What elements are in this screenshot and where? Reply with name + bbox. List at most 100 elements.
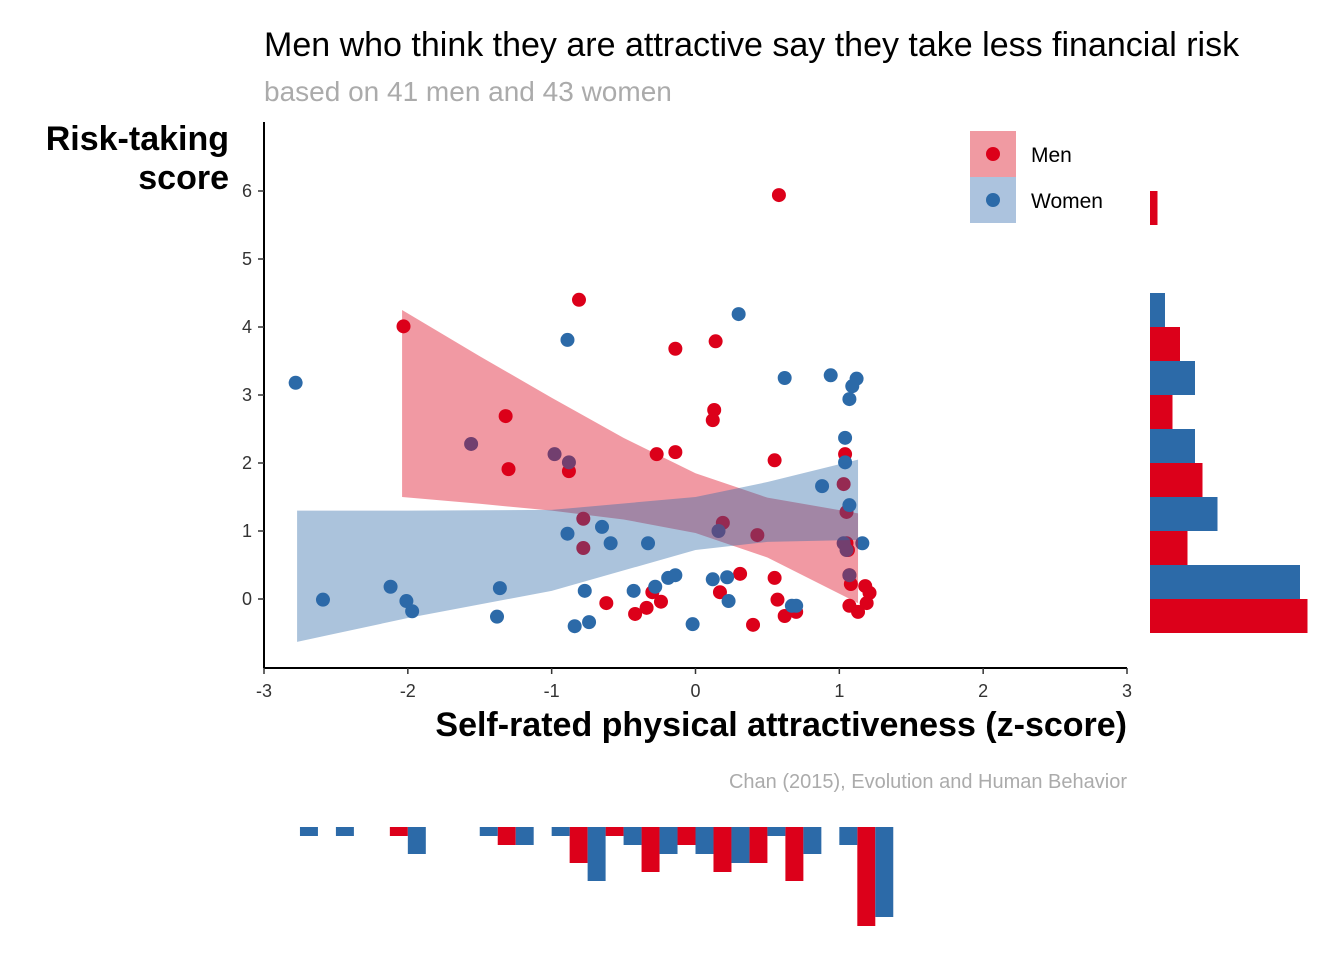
point-women <box>492 581 507 596</box>
x-hist-bar-women <box>695 827 714 854</box>
point-men <box>859 596 874 611</box>
point-men <box>639 600 654 615</box>
point-women <box>560 526 575 541</box>
chart-title: Men who think they are attractive say th… <box>264 26 1240 64</box>
point-women <box>383 579 398 594</box>
point-women <box>685 617 700 632</box>
point-women <box>603 536 618 551</box>
point-women <box>842 392 857 407</box>
x-hist-bar-women <box>659 827 678 854</box>
legend-dot-women <box>986 193 1000 207</box>
point-men <box>501 462 516 477</box>
point-men <box>576 511 591 526</box>
point-women <box>490 609 505 624</box>
point-women <box>789 598 804 613</box>
point-women <box>577 583 592 598</box>
point-women <box>560 332 575 347</box>
x-hist-bar-women <box>479 827 498 836</box>
point-men <box>851 604 866 619</box>
point-men <box>628 606 643 621</box>
fit-band-men <box>402 310 859 604</box>
x-hist-bar-women <box>803 827 822 854</box>
point-women <box>842 498 857 513</box>
y-hist-bar-women <box>1150 361 1195 395</box>
x-tick-label: -3 <box>256 681 272 701</box>
point-women <box>464 436 479 451</box>
point-women <box>823 368 838 383</box>
x-hist-bar-women <box>587 827 606 881</box>
x-hist-bar-men <box>605 827 624 836</box>
point-men <box>707 402 722 417</box>
point-women <box>648 579 663 594</box>
y-hist-bar-women <box>1150 429 1195 463</box>
point-women <box>815 479 830 494</box>
y-axis-label-line2: score <box>138 159 229 197</box>
x-marginal-histogram <box>299 827 894 926</box>
point-women <box>849 371 864 386</box>
y-tick-label: 0 <box>242 589 252 609</box>
point-men <box>668 445 683 460</box>
point-men <box>712 585 727 600</box>
point-men <box>576 541 591 555</box>
point-women <box>315 592 330 607</box>
y-axis-label-line1: Risk-taking <box>46 120 229 158</box>
point-women <box>288 375 303 390</box>
point-women <box>777 371 792 385</box>
x-hist-bar-men <box>497 827 516 845</box>
point-women <box>547 447 562 462</box>
legend-dot-men <box>986 147 1000 161</box>
point-men <box>770 592 785 607</box>
point-men <box>571 292 586 307</box>
point-women <box>838 430 853 445</box>
point-men <box>733 566 748 581</box>
x-hist-bar-women <box>299 827 318 836</box>
x-hist-bar-men <box>713 827 732 872</box>
ticks: -3 -2 -1 0 1 2 3 0 1 2 3 4 5 6 <box>242 181 1132 701</box>
chart-subtitle: based on 41 men and 43 women <box>264 76 672 107</box>
point-women <box>839 543 854 558</box>
scatter-points <box>288 188 877 634</box>
x-tick-label: -2 <box>400 681 416 701</box>
point-men <box>653 594 668 609</box>
fit-bands <box>297 310 859 642</box>
x-hist-bar-women <box>335 827 354 836</box>
legend-label-women: Women <box>1031 190 1103 213</box>
y-hist-bar-men <box>1150 599 1308 633</box>
point-women <box>626 583 641 598</box>
caption: Chan (2015), Evolution and Human Behavio… <box>729 771 1127 793</box>
x-tick-label: 3 <box>1122 681 1132 701</box>
point-men <box>649 447 664 462</box>
point-men <box>767 453 782 468</box>
x-tick-label: 1 <box>834 681 844 701</box>
point-women <box>731 307 746 322</box>
point-women <box>641 536 656 551</box>
y-hist-bar-men <box>1150 191 1158 225</box>
y-tick-label: 2 <box>242 453 252 473</box>
y-hist-bar-women <box>1150 497 1218 531</box>
point-men <box>396 319 411 334</box>
point-men <box>767 570 782 585</box>
point-men <box>836 477 851 492</box>
x-hist-bar-women <box>731 827 750 863</box>
y-tick-label: 4 <box>242 317 252 337</box>
y-hist-bar-men <box>1150 327 1180 361</box>
x-hist-bar-women <box>875 827 894 917</box>
x-hist-bar-men <box>749 827 768 863</box>
y-tick-label: 1 <box>242 521 252 541</box>
y-tick-label: 5 <box>242 249 252 269</box>
point-women <box>838 455 853 470</box>
y-tick-label: 3 <box>242 385 252 405</box>
point-women <box>567 619 582 634</box>
point-men <box>746 617 761 632</box>
y-hist-bar-women <box>1150 565 1300 599</box>
fit-band-women <box>297 459 859 642</box>
x-hist-bar-men <box>677 827 696 845</box>
x-hist-bar-men <box>857 827 876 926</box>
x-tick-label: 0 <box>690 681 700 701</box>
point-women <box>842 568 857 583</box>
x-tick-label: -1 <box>544 681 560 701</box>
legend: Men Women <box>970 131 1103 223</box>
x-hist-bar-women <box>839 827 858 845</box>
point-men <box>705 413 720 428</box>
